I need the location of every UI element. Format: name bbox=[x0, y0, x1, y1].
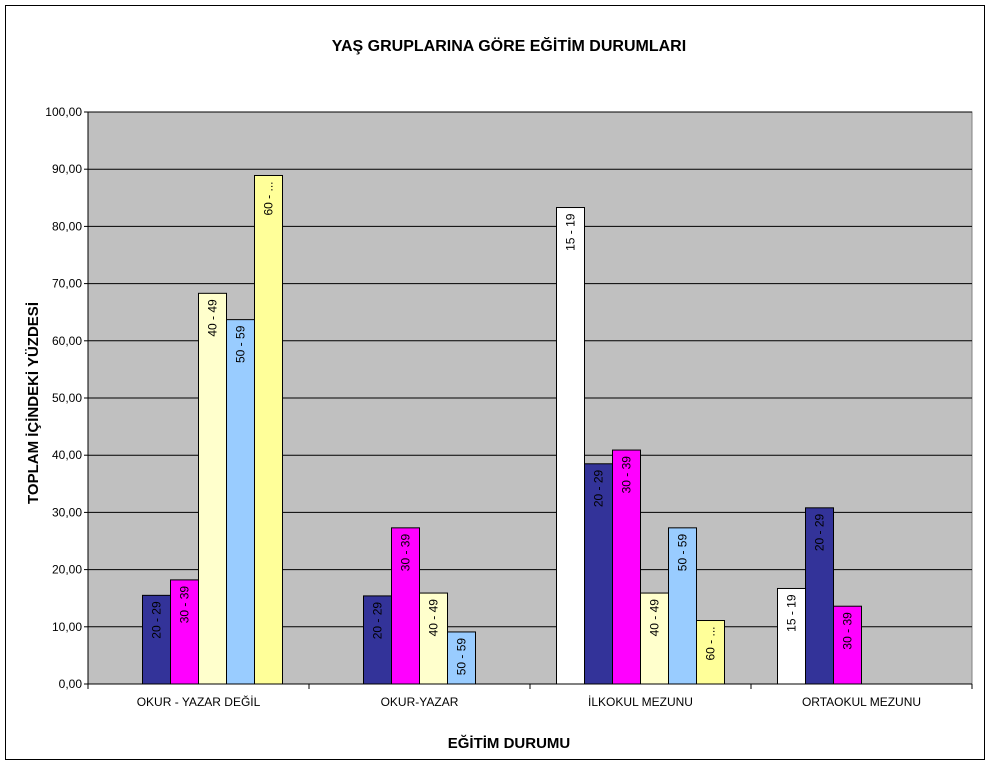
bar-data-label: 15 - 19 bbox=[785, 594, 799, 632]
bar bbox=[833, 605, 862, 685]
bar bbox=[254, 174, 283, 685]
y-tick-label: 30,00 bbox=[52, 505, 82, 519]
bar bbox=[584, 463, 613, 685]
bar bbox=[696, 620, 725, 685]
bar-chart: YAŞ GRUPLARINA GÖRE EĞİTİM DURUMLARI 0,0… bbox=[25, 36, 973, 752]
bar-data-label: 50 - 59 bbox=[234, 325, 248, 363]
bar-data-label: 20 - 29 bbox=[150, 601, 164, 639]
y-tick-label: 0,00 bbox=[59, 677, 83, 691]
bar-data-label: 40 - 49 bbox=[206, 299, 220, 337]
bar bbox=[777, 587, 806, 685]
bar bbox=[391, 527, 420, 685]
bar-data-label: 20 - 29 bbox=[371, 602, 385, 640]
y-tick-label: 60,00 bbox=[52, 334, 82, 348]
bar-data-label: 40 - 49 bbox=[427, 599, 441, 637]
y-tick-label: 40,00 bbox=[52, 448, 82, 462]
y-tick-label: 70,00 bbox=[52, 277, 82, 291]
x-axis-title: EĞİTİM DURUMU bbox=[448, 734, 571, 752]
y-tick-label: 10,00 bbox=[52, 620, 82, 634]
bar-data-label: 30 - 39 bbox=[178, 586, 192, 624]
bar-data-label: 15 - 19 bbox=[564, 213, 578, 251]
y-tick-label: 90,00 bbox=[52, 162, 82, 176]
bar bbox=[668, 527, 697, 685]
x-category-label: OKUR - YAZAR DEĞİL bbox=[137, 694, 261, 709]
x-category-label: İLKOKUL MEZUNU bbox=[588, 695, 693, 709]
bar bbox=[419, 592, 448, 685]
bar bbox=[363, 595, 392, 685]
bar-data-label: 60 - ... bbox=[262, 181, 276, 215]
bar-data-label: 30 - 39 bbox=[841, 612, 855, 650]
bar-data-label: 30 - 39 bbox=[620, 456, 634, 494]
bar-data-label: 50 - 59 bbox=[676, 534, 690, 572]
bar-data-label: 20 - 29 bbox=[813, 513, 827, 551]
chart-title: YAŞ GRUPLARINA GÖRE EĞİTİM DURUMLARI bbox=[332, 36, 686, 55]
chart-frame: YAŞ GRUPLARINA GÖRE EĞİTİM DURUMLARI 0,0… bbox=[5, 5, 985, 760]
bar bbox=[198, 292, 227, 685]
bar bbox=[142, 594, 171, 685]
bar-data-label: 50 - 59 bbox=[455, 638, 469, 676]
bar bbox=[226, 319, 255, 685]
y-axis-title: TOPLAM İÇİNDEKİ YÜZDESİ bbox=[25, 302, 42, 504]
y-tick-label: 20,00 bbox=[52, 563, 82, 577]
bar bbox=[556, 207, 585, 685]
bar bbox=[640, 592, 669, 685]
bar-data-label: 60 - ... bbox=[704, 627, 718, 661]
x-category-label: ORTAOKUL MEZUNU bbox=[802, 695, 921, 709]
x-axis-categories: OKUR - YAZAR DEĞİL OKUR-YAZAR İLKOKUL MEZU… bbox=[87, 684, 973, 709]
bar bbox=[447, 631, 476, 685]
y-tick-label: 100,00 bbox=[45, 105, 82, 119]
y-tick-label: 50,00 bbox=[52, 391, 82, 405]
bar bbox=[612, 449, 641, 685]
bar bbox=[805, 507, 834, 685]
bar-data-label: 30 - 39 bbox=[399, 534, 413, 572]
y-tick-label: 80,00 bbox=[52, 219, 82, 233]
bars: 20 - 29 30 - 39 40 - 49 50 - 59 60 - ... 20 -… bbox=[142, 174, 862, 685]
bar-data-label: 20 - 29 bbox=[592, 469, 606, 507]
x-category-label: OKUR-YAZAR bbox=[381, 695, 459, 709]
bar-data-label: 40 - 49 bbox=[648, 599, 662, 637]
